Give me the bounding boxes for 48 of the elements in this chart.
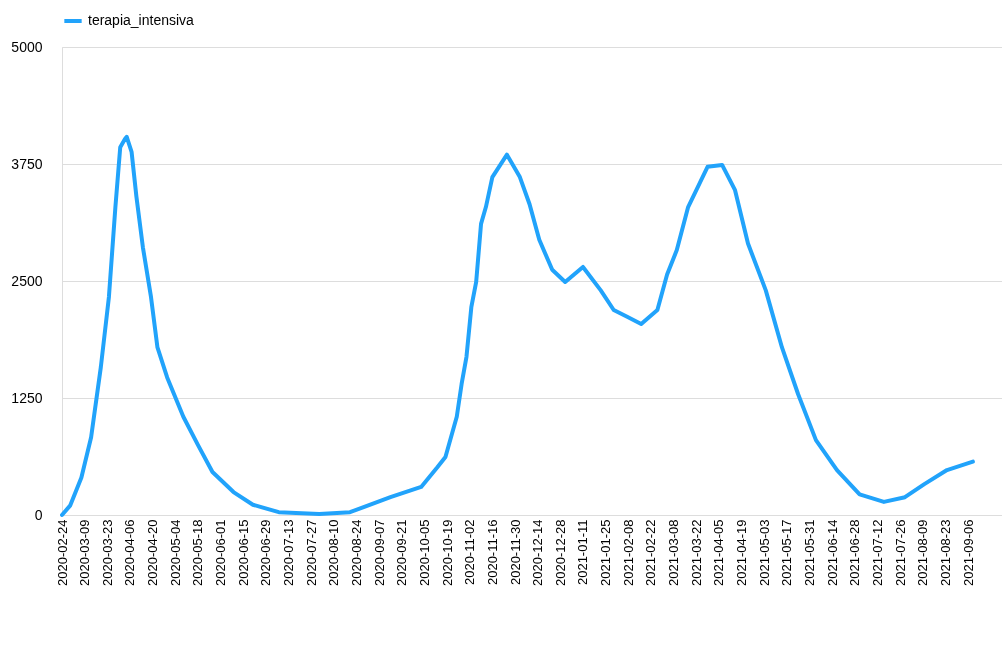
- x-tick-label: 2021-01-25: [598, 519, 614, 586]
- x-tick-label: 2021-04-05: [711, 519, 727, 586]
- x-tick-label: 2020-06-29: [258, 519, 274, 586]
- line-series: [60, 134, 975, 517]
- x-tick-label: 2021-06-28: [847, 519, 863, 586]
- x-tick-label: 2021-01-11: [575, 519, 591, 586]
- x-tick-label: 2020-10-19: [439, 519, 455, 586]
- x-tick-label: 2020-09-07: [371, 519, 387, 586]
- x-tick-label: 2020-11-02: [462, 519, 478, 586]
- x-tick-label: 2021-07-26: [892, 519, 908, 586]
- x-tick-label: 2020-12-28: [552, 519, 568, 586]
- x-tick-label: 2020-11-30: [507, 519, 523, 586]
- x-tick-label: 2020-11-16: [484, 519, 500, 586]
- x-tick-label: 2021-02-22: [643, 519, 659, 586]
- x-tick-label: 2021-07-12: [869, 519, 885, 586]
- x-tick-label: 2021-04-19: [734, 519, 750, 586]
- x-tick-label: 2020-12-14: [530, 519, 546, 586]
- x-tick-label: 2021-05-03: [756, 519, 772, 586]
- x-tick-label: 2021-06-14: [824, 519, 840, 586]
- y-tick-label: 0: [34, 506, 43, 523]
- x-tick-label: 2020-03-09: [77, 519, 93, 586]
- x-tick-label: 2020-07-27: [303, 519, 319, 586]
- x-tick-label: 2020-03-23: [99, 519, 115, 586]
- x-tick-label: 2021-09-06: [960, 519, 976, 586]
- x-tick-label: 2021-05-31: [801, 519, 817, 586]
- x-tick-label: 2020-08-24: [348, 519, 364, 586]
- x-tick-label: 2020-08-10: [326, 519, 342, 586]
- x-tick-label: 2020-07-13: [281, 519, 297, 586]
- x-tick-label: 2020-06-15: [235, 519, 251, 586]
- x-tick-label: 2021-02-08: [620, 519, 636, 586]
- y-tick-label: 5000: [11, 38, 43, 55]
- x-tick-label: 2020-05-04: [167, 519, 183, 586]
- y-tick-label: 2500: [11, 272, 43, 289]
- x-tick-label: 2020-06-01: [213, 519, 229, 586]
- legend-label: terapia_intensiva: [88, 12, 195, 28]
- x-tick-label: 2020-04-06: [122, 519, 138, 586]
- x-tick-label: 2021-08-09: [915, 519, 931, 586]
- x-tick-label: 2020-05-18: [190, 519, 206, 586]
- x-tick-label: 2021-08-23: [937, 519, 953, 586]
- x-tick-label: 2020-04-20: [145, 519, 161, 586]
- x-tick-label: 2020-10-05: [416, 519, 432, 586]
- x-tick-label: 2020-09-21: [394, 519, 410, 586]
- y-tick-label: 1250: [11, 389, 43, 406]
- x-tick-label: 2021-03-22: [688, 519, 704, 586]
- x-tick-label: 2020-02-24: [54, 519, 70, 586]
- x-tick-label: 2021-05-17: [779, 519, 795, 586]
- y-tick-label: 3750: [11, 155, 43, 172]
- x-tick-label: 2021-03-08: [666, 519, 682, 586]
